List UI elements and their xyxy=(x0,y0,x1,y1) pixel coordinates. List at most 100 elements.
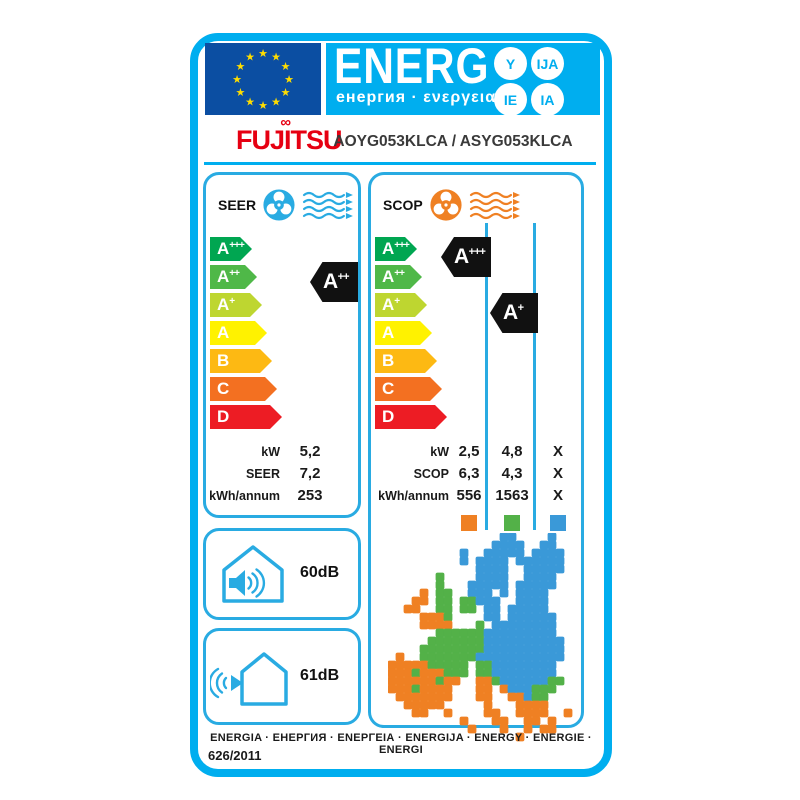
suffix-circle-ija: IJA xyxy=(531,47,564,80)
suffix-circle-ia: IA xyxy=(531,83,564,115)
seer-kw-row: kW 5,2 xyxy=(208,443,358,465)
scop-kwh-warmer: 556 xyxy=(456,487,482,504)
regulation-number: 626/2011 xyxy=(208,748,262,763)
grade-arrow-a+++: A+++ xyxy=(375,237,417,261)
grade-arrow-a: A xyxy=(375,321,432,345)
suffix-circle-ie: IE xyxy=(494,83,527,115)
grade-arrow-b: B xyxy=(375,349,437,373)
airflow-waves-icon xyxy=(303,191,354,220)
fan-icon-cooling xyxy=(263,189,295,221)
zone-divider-line-1 xyxy=(485,223,488,530)
zone-color-legend xyxy=(371,515,583,531)
scop-values: kW 2,5 4,8 X SCOP 6,3 4,3 X kWh/annum 55… xyxy=(371,443,583,531)
scop-kw-average: 4,8 xyxy=(501,443,523,460)
svg-text:★: ★ xyxy=(232,74,242,86)
scop-title: SCOP xyxy=(383,197,423,213)
fujitsu-logo: FUJITSU ∞ xyxy=(236,114,343,156)
scop-kwh-label: kWh/annum xyxy=(378,489,449,503)
scop-rating-scale: A+++ A++ A+ A B C D xyxy=(375,237,447,429)
seer-kwh-label: kWh/annum xyxy=(209,489,280,503)
svg-text:★: ★ xyxy=(281,87,291,99)
seer-kwh-value: 253 xyxy=(297,487,323,504)
seer-seer-value: 7,2 xyxy=(299,465,321,482)
seer-header: SEER xyxy=(206,185,358,225)
scop-class-sup-warmer: +++ xyxy=(468,246,486,258)
energia-multilingual-line: ENERGIA · ЕНЕРГИЯ · ΕΝΕΡΓΕΙΑ · ENERGIJA … xyxy=(210,732,592,756)
outdoor-noise-box: 61dB xyxy=(203,628,361,725)
svg-text:★: ★ xyxy=(284,74,294,86)
svg-text:★: ★ xyxy=(258,100,268,112)
scop-class-letter-warmer: A xyxy=(454,245,469,268)
zone-square-colder xyxy=(550,515,566,531)
zone-square-warmer xyxy=(461,515,477,531)
scop-header: SCOP xyxy=(371,185,581,225)
energ-subtitle: енергия · ενεργεια xyxy=(336,89,497,106)
energ-title: ENERG xyxy=(334,43,490,94)
fan-icon-heating xyxy=(430,189,462,221)
grade-arrow-a: A xyxy=(210,321,267,345)
grade-arrow-d: D xyxy=(375,405,447,429)
seer-kw-label: kW xyxy=(261,445,280,459)
scop-kw-warmer: 2,5 xyxy=(458,443,480,460)
zone-square-average xyxy=(504,515,520,531)
grade-arrow-a+: A+ xyxy=(210,293,262,317)
energ-header: ENERG енергия · ενεργεια Y IJA IE IA xyxy=(326,43,600,115)
seer-seer-label: SEER xyxy=(245,467,280,481)
scop-scop-warmer: 6,3 xyxy=(458,465,480,482)
svg-text:★: ★ xyxy=(271,51,281,63)
grade-arrow-a+++: A+++ xyxy=(210,237,252,261)
scop-scop-row: SCOP 6,3 4,3 X xyxy=(371,465,583,487)
scop-scop-average: 4,3 xyxy=(501,465,523,482)
outdoor-noise-value: 61dB xyxy=(300,667,340,684)
grade-arrow-c: C xyxy=(210,377,277,401)
indoor-noise-icon xyxy=(222,545,284,603)
fujitsu-infinity-mark: ∞ xyxy=(280,114,291,131)
scop-class-indicator-warmer: A+++ xyxy=(441,237,491,277)
indoor-noise-box: 60dB xyxy=(203,528,361,620)
svg-text:★: ★ xyxy=(271,97,281,109)
svg-text:★: ★ xyxy=(245,97,255,109)
scop-class-sup-average: + xyxy=(517,302,525,314)
energy-label: ★ ★ ★ ★ ★ ★ ★ ★ ★ ★ ★ ★ ENERG енергия · ενεργεια Y … xyxy=(190,33,612,777)
outdoor-noise-icon xyxy=(210,652,288,706)
scop-scop-colder: X xyxy=(552,465,563,482)
grade-arrow-b: B xyxy=(210,349,272,373)
header-divider xyxy=(204,162,596,165)
scop-kwh-colder: X xyxy=(552,487,563,504)
suffix-circle-y: Y xyxy=(494,47,527,80)
seer-kw-value: 5,2 xyxy=(299,443,321,460)
scop-kw-label: kW xyxy=(430,445,449,459)
seer-class-indicator: A++ xyxy=(310,262,358,302)
grade-arrow-a++: A++ xyxy=(210,265,257,289)
scop-kwh-row: kWh/annum 556 1563 X xyxy=(371,487,583,509)
seer-values: kW 5,2 SEER 7,2 kWh/annum 253 xyxy=(208,443,358,509)
svg-text:★: ★ xyxy=(281,61,291,73)
indoor-noise-value: 60dB xyxy=(300,564,340,581)
seer-title: SEER xyxy=(218,197,257,213)
scop-scop-label: SCOP xyxy=(413,467,449,481)
seer-kwh-row: kWh/annum 253 xyxy=(208,487,358,509)
seer-class-letter: A xyxy=(323,270,338,293)
eu-flag-stars: ★ ★★★★★★★★★★★ xyxy=(232,48,294,112)
fujitsu-logo-text: FUJITSU xyxy=(236,125,343,155)
seer-seer-row: SEER 7,2 xyxy=(208,465,358,487)
eu-flag: ★ ★ ★ ★ ★ ★ ★ ★ ★ ★ ★ ★ xyxy=(205,43,321,115)
svg-text:★: ★ xyxy=(236,61,246,73)
grade-arrow-a+: A+ xyxy=(375,293,427,317)
scop-kw-row: kW 2,5 4,8 X xyxy=(371,443,583,465)
scop-kw-colder: X xyxy=(552,443,563,460)
svg-text:★: ★ xyxy=(245,51,255,63)
grade-arrow-c: C xyxy=(375,377,442,401)
model-number: AOYG053KLCA / ASYG053KLCA xyxy=(333,133,573,150)
seer-panel: SEER A+++ A++ A+ A B C D A++ xyxy=(203,172,361,518)
scop-kwh-average: 1563 xyxy=(495,487,529,504)
svg-text:★: ★ xyxy=(236,87,246,99)
grade-arrow-d: D xyxy=(210,405,282,429)
zone-divider-line-2 xyxy=(533,223,536,530)
europe-climate-map xyxy=(388,533,573,742)
airflow-waves-icon xyxy=(469,191,520,220)
seer-rating-scale: A+++ A++ A+ A B C D xyxy=(210,237,282,429)
scop-class-indicator-average: A+ xyxy=(490,293,538,333)
scop-class-letter-average: A xyxy=(503,301,518,324)
grade-arrow-a++: A++ xyxy=(375,265,422,289)
